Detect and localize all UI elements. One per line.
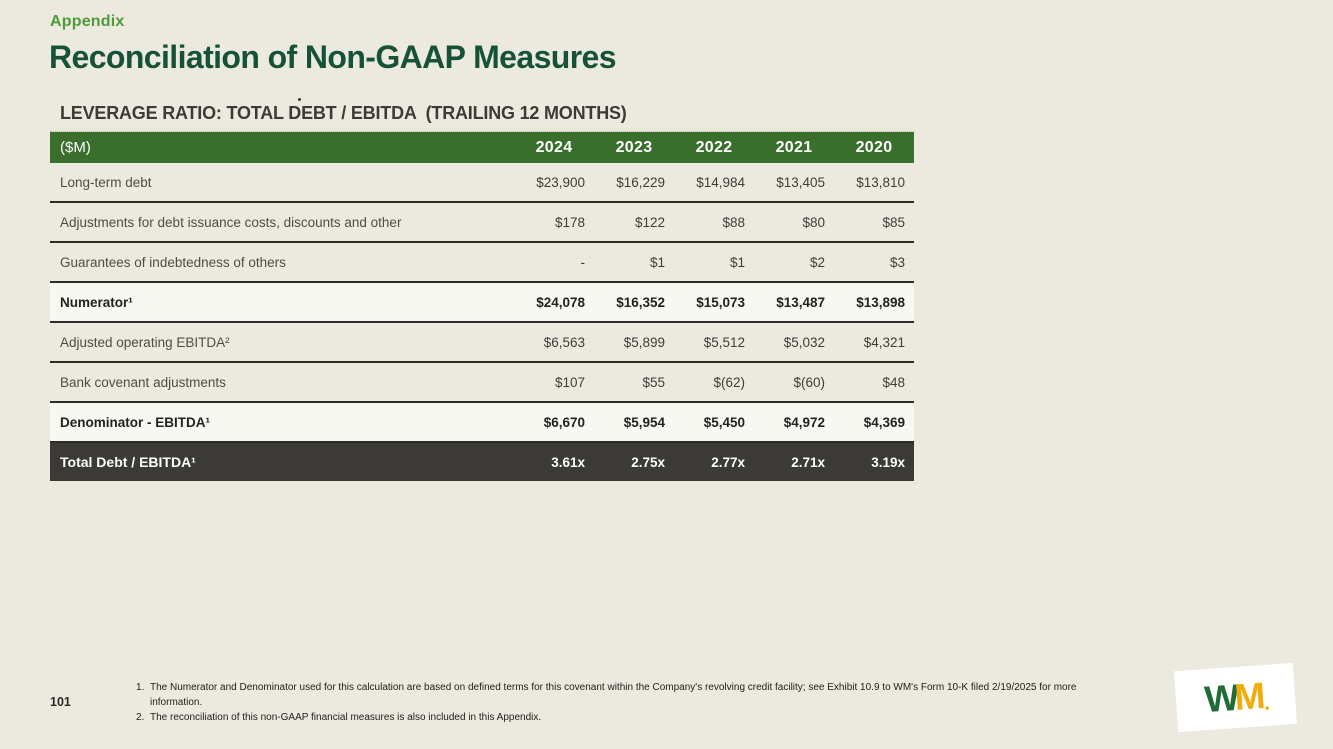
cell-value: $122 <box>634 214 665 230</box>
page-number: 101 <box>50 695 71 709</box>
cell-value: $13,487 <box>776 294 825 310</box>
row-label: Long-term debt <box>60 174 152 190</box>
page-title: Reconciliation of Non-GAAP Measures <box>49 39 617 75</box>
logo-letter-w: W <box>1203 676 1238 721</box>
cell-value: $4,369 <box>863 414 905 430</box>
cell-value: 2.77x <box>711 454 745 470</box>
cell-value: $85 <box>882 214 905 230</box>
logo-dot: . <box>1262 689 1268 716</box>
logo-letter-m: M <box>1233 675 1264 719</box>
table-row: Bank covenant adjustments $107 $55 $(62)… <box>50 363 914 403</box>
cell-value: $1 <box>729 254 745 270</box>
cell-value: $16,352 <box>616 294 665 310</box>
cell-value: $4,972 <box>783 414 825 430</box>
cell-value: $5,512 <box>703 334 745 350</box>
cell-value: $6,563 <box>543 334 585 350</box>
cell-value: $4,321 <box>863 334 905 350</box>
wm-logo-text: W M . <box>1203 675 1268 721</box>
row-label: Numerator¹ <box>60 294 133 310</box>
row-label: Total Debt / EBITDA¹ <box>60 454 196 470</box>
wm-logo: W M . <box>1174 662 1297 733</box>
year-header: 2021 <box>775 138 813 156</box>
table-row: Long-term debt $23,900 $16,229 $14,984 $… <box>50 163 914 203</box>
row-label: Guarantees of indebtedness of others <box>60 254 286 270</box>
cell-value: $(62) <box>713 374 745 390</box>
year-header: 2023 <box>615 138 653 156</box>
cell-value: $3 <box>889 254 905 270</box>
cell-value: $13,898 <box>856 294 905 310</box>
row-label: Denominator - EBITDA¹ <box>60 414 210 430</box>
footnote-text: The reconciliation of this non-GAAP fina… <box>150 712 542 723</box>
year-header: 2020 <box>855 138 893 156</box>
table-row: Adjusted operating EBITDA² $6,563 $5,899… <box>50 323 914 363</box>
cell-value: $(60) <box>793 374 825 390</box>
eyebrow-label: Appendix <box>50 13 125 30</box>
cell-value: $5,450 <box>703 414 745 430</box>
cell-value: 2.75x <box>631 454 665 470</box>
cell-value: 2.71x <box>791 454 825 470</box>
cell-value: $107 <box>554 374 585 390</box>
cell-value: 3.61x <box>551 454 585 470</box>
table-row-numerator: Numerator¹ $24,078 $16,352 $15,073 $13,4… <box>50 283 914 323</box>
cell-value: - <box>580 254 586 270</box>
footnote-2: 2. The reconciliation of this non-GAAP f… <box>136 710 1131 725</box>
row-label: Adjustments for debt issuance costs, dis… <box>60 214 402 230</box>
cell-value: 3.19x <box>871 454 905 470</box>
cell-value: $178 <box>554 214 585 230</box>
cell-value: $5,954 <box>623 414 665 430</box>
cell-value: $55 <box>642 374 665 390</box>
footnotes: 1. The Numerator and Denominator used fo… <box>136 680 1131 725</box>
cell-value: $13,405 <box>776 174 825 190</box>
leverage-ratio-table: ($M) 2024 2023 2022 2021 2020 Long-term … <box>50 131 914 481</box>
cell-value: $6,670 <box>543 414 585 430</box>
footnote-1: 1. The Numerator and Denominator used fo… <box>136 680 1131 710</box>
cell-value: $80 <box>802 214 825 230</box>
cell-value: $5,899 <box>623 334 665 350</box>
section-heading: LEVERAGE RATIO: TOTAL DEBT / EBITDA (TRA… <box>60 103 627 123</box>
unit-label: ($M) <box>60 139 91 156</box>
table-row: Guarantees of indebtedness of others - $… <box>50 243 914 283</box>
cell-value: $13,810 <box>856 174 905 190</box>
row-label: Adjusted operating EBITDA² <box>60 334 230 350</box>
footnote-number: 1. <box>136 682 145 693</box>
cell-value: $48 <box>882 374 905 390</box>
decorative-dot <box>298 98 301 101</box>
cell-value: $16,229 <box>616 174 665 190</box>
table-row-denominator: Denominator - EBITDA¹ $6,670 $5,954 $5,4… <box>50 403 914 443</box>
cell-value: $1 <box>649 254 665 270</box>
row-label: Bank covenant adjustments <box>60 374 226 390</box>
cell-value: $2 <box>809 254 825 270</box>
cell-value: $15,073 <box>696 294 745 310</box>
table-row-total: Total Debt / EBITDA¹ 3.61x 2.75x 2.77x 2… <box>50 443 914 481</box>
cell-value: $88 <box>722 214 745 230</box>
cell-value: $24,078 <box>536 294 585 310</box>
footnote-number: 2. <box>136 712 145 723</box>
table-header-row: ($M) 2024 2023 2022 2021 2020 <box>50 132 914 163</box>
year-header: 2022 <box>695 138 733 156</box>
cell-value: $5,032 <box>783 334 825 350</box>
year-header: 2024 <box>535 138 573 156</box>
table-row: Adjustments for debt issuance costs, dis… <box>50 203 914 243</box>
cell-value: $14,984 <box>696 174 745 190</box>
cell-value: $23,900 <box>536 174 585 190</box>
footnote-text: The Numerator and Denominator used for t… <box>150 682 1077 708</box>
